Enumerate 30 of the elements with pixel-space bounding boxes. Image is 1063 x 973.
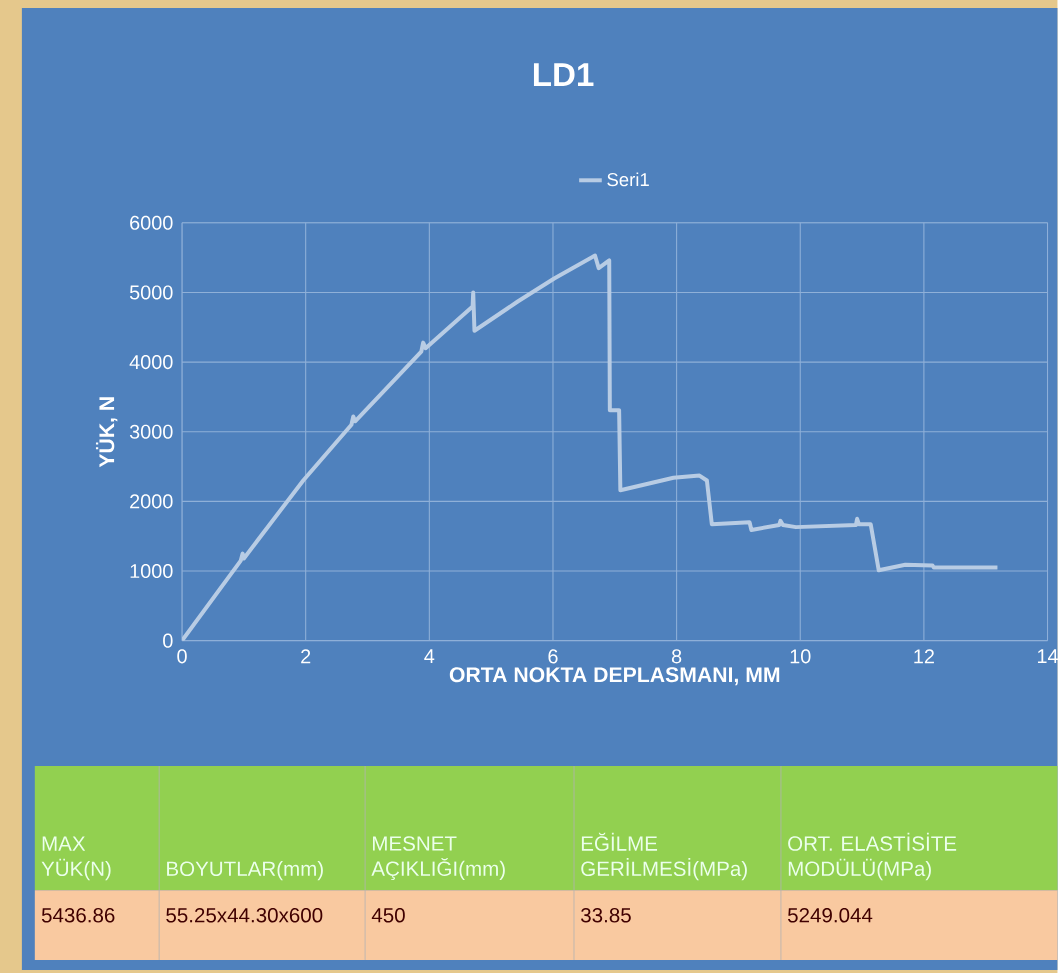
y-tick-label: 3000 <box>129 424 173 439</box>
y-tick-label: 2000 <box>130 494 173 509</box>
x-tick-label: 4 <box>424 649 435 664</box>
text: MAX YÜK(N) <box>41 836 111 881</box>
chart-title: LD1 <box>533 63 594 87</box>
y-tick-label: 1000 <box>130 564 173 579</box>
text: ORT. ELASTİSİTE MODÜLÜ(MPa) <box>788 832 957 881</box>
text: EĞİLME GERİLMESİ(MPa) <box>581 832 747 881</box>
x-tick-label: 14 <box>1037 649 1059 664</box>
y-tick-label: 0 <box>163 633 173 648</box>
x-tick-label: 2 <box>301 649 311 664</box>
line-series <box>182 253 1000 641</box>
y-tick-label: 4000 <box>129 355 173 370</box>
x-tick-label: 0 <box>177 649 187 664</box>
y-tick-label: 5000 <box>129 285 173 300</box>
legend-label: Seri1 <box>607 172 649 187</box>
text: 55.25x44.30x600 <box>166 907 323 923</box>
x-tick-label: 8 <box>671 649 682 664</box>
text: 5436.86 <box>41 907 115 923</box>
text: 450 <box>371 907 405 923</box>
x-tick-label: 12 <box>914 649 934 664</box>
text: 5249.044 <box>787 907 873 923</box>
text: BOYUTLAR(mm) <box>167 861 323 881</box>
x-axis-title: ORTA NOKTA DEPLASMANI, MM <box>449 667 780 686</box>
y-axis-title: YÜK, N <box>95 397 118 468</box>
text: 33.85 <box>581 907 631 923</box>
x-tick-label: 10 <box>790 649 811 664</box>
x-tick-label: 6 <box>548 649 558 664</box>
y-tick-label: 6000 <box>130 215 173 230</box>
text: MESNET AÇIKLIĞI(mm) <box>371 836 505 881</box>
